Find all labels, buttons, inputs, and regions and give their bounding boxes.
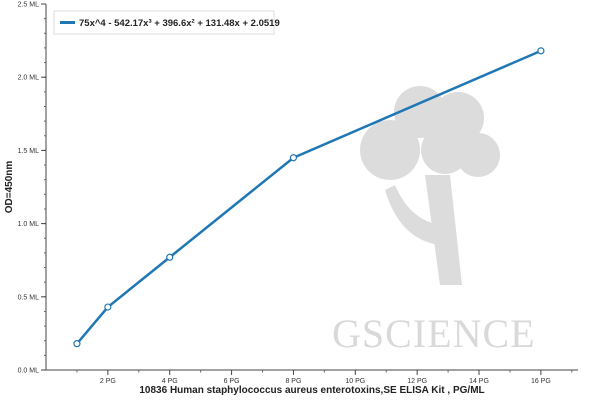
y-tick-label: 2.0 ML (18, 75, 40, 82)
x-tick-label: 4 PG (162, 378, 178, 385)
y-tick-label: 1.0 ML (18, 221, 40, 228)
data-point (289, 154, 298, 162)
x-tick-label: 6 PG (224, 378, 240, 385)
y-tick-label: 2.5 ML (18, 2, 40, 9)
y-tick-label: 0.0 ML (18, 368, 40, 375)
data-point (537, 47, 545, 55)
data-point (166, 253, 174, 261)
x-tick-label: 16 PG (531, 378, 551, 385)
y-tick-label: 1.5 ML (18, 148, 40, 155)
x-tick-label: 2 PG (100, 378, 116, 385)
legend-box (53, 10, 275, 35)
y-tick-label: 0.5 ML (18, 294, 40, 301)
watermark: GSCIENCE (332, 86, 536, 356)
x-tick-label: 10 PG (345, 378, 365, 385)
legend-label: 75x^4 - 542.17x³ + 396.6x² + 131.48x + 2… (79, 18, 280, 29)
x-axis-title: 10836 Human staphylococcus aureus entero… (139, 385, 484, 396)
x-ticks: 2 PG 4 PG 6 PG 8 PG 10 PG 12 PG 14 PG 16 PG (76, 370, 573, 385)
x-tick-label: 14 PG (469, 378, 489, 385)
watermark-text: GSCIENCE (332, 311, 536, 356)
x-tick-label: 12 PG (407, 378, 427, 385)
tree-logo-icon (360, 86, 500, 285)
series-line (75, 49, 543, 345)
data-point (73, 340, 81, 348)
data-point (104, 303, 112, 311)
series-layer (73, 47, 545, 348)
legend: 75x^4 - 542.17x³ + 396.6x² + 131.48x + 2… (53, 10, 280, 35)
y-axis-title: OD=450nm (4, 161, 15, 214)
y-ticks: 0.0 ML 0.5 ML 1.0 ML 1.5 ML 2.0 ML 2.5 ML (18, 2, 46, 375)
axes (45, 4, 578, 371)
x-tick-label: 8 PG (285, 378, 301, 385)
